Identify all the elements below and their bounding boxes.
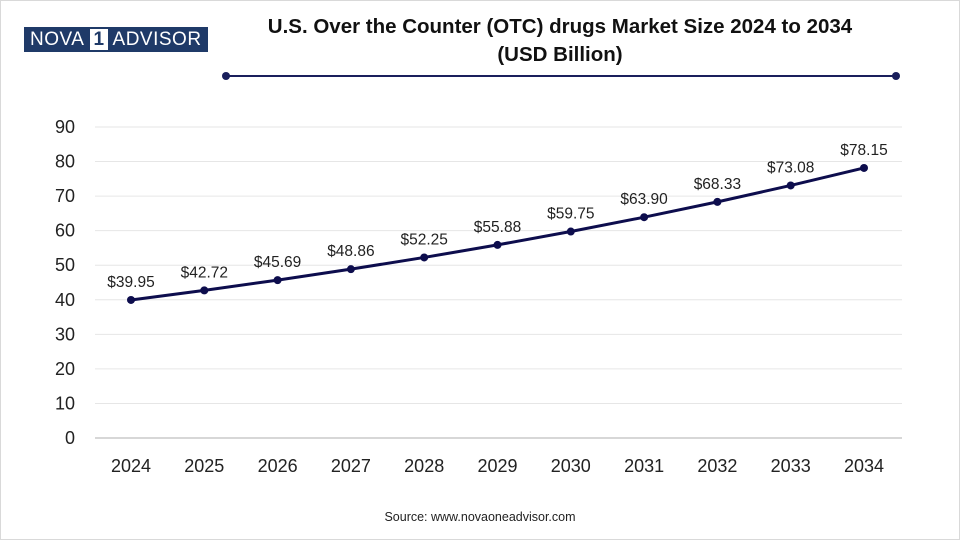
x-tick-label: 2025: [184, 456, 224, 476]
x-tick-label: 2032: [697, 456, 737, 476]
data-point: [346, 265, 355, 274]
data-point: [493, 240, 502, 249]
y-tick-label: 60: [55, 221, 75, 241]
x-tick-label: 2031: [624, 456, 664, 476]
series-market-size: [127, 163, 868, 304]
y-tick-label: 50: [55, 255, 75, 275]
data-label: $45.69: [254, 254, 301, 271]
novaoneadvisor-logo: NOVA 1 ADVISOR: [24, 27, 208, 52]
chart-title-line-2: (USD Billion): [497, 43, 623, 66]
x-tick-label: 2024: [111, 456, 151, 476]
data-label: $39.95: [107, 274, 154, 291]
logo-text-one: 1: [88, 27, 110, 52]
data-point: [640, 213, 649, 222]
title-underline-left-dot: [222, 72, 230, 80]
data-label: $55.88: [474, 219, 521, 236]
source-note: Source: www.novaoneadvisor.com: [384, 510, 576, 524]
data-point: [860, 163, 868, 172]
x-tick-label: 2033: [771, 456, 811, 476]
x-tick-label: 2034: [844, 456, 884, 476]
y-tick-label: 40: [55, 290, 75, 310]
data-label: $68.33: [694, 176, 741, 193]
y-tick-label: 30: [55, 324, 75, 344]
logo-text-nova: NOVA: [24, 27, 89, 52]
x-tick-label: 2027: [331, 456, 371, 476]
data-label: $78.15: [840, 142, 887, 159]
data-point: [127, 295, 135, 304]
logo-text-advisor: ADVISOR: [109, 27, 208, 52]
data-labels: $39.95 $42.72 $45.69 $48.86 $52.25 $55.88 $59.…: [107, 142, 887, 291]
data-label: $48.86: [327, 243, 374, 260]
title-underline: [226, 75, 896, 77]
data-point: [786, 181, 795, 190]
data-label: $59.75: [547, 206, 594, 223]
y-tick-label: 90: [55, 117, 75, 137]
data-point: [566, 227, 575, 236]
data-point: [713, 197, 722, 206]
data-label: $63.90: [620, 191, 668, 208]
y-tick-label: 10: [55, 393, 75, 413]
chart-title: U.S. Over the Counter (OTC) drugs Market…: [210, 13, 910, 69]
chart-title-line-1: U.S. Over the Counter (OTC) drugs Market…: [267, 15, 853, 38]
x-tick-label: 2030: [551, 456, 591, 476]
x-tick-label: 2029: [477, 456, 517, 476]
data-point: [420, 253, 429, 262]
y-tick-label: 20: [55, 359, 75, 379]
x-tick-label: 2028: [404, 456, 444, 476]
data-label: $73.08: [767, 159, 814, 176]
y-tick-label: 0: [65, 428, 75, 448]
data-point: [200, 286, 209, 295]
gridlines: [95, 126, 902, 404]
data-point: [273, 276, 282, 285]
title-underline-right-dot: [892, 72, 900, 80]
data-label: $52.25: [400, 231, 447, 248]
y-tick-label: 70: [55, 186, 75, 206]
data-label: $42.72: [181, 264, 228, 281]
x-tick-label: 2026: [258, 456, 298, 476]
y-tick-label: 80: [55, 152, 75, 172]
